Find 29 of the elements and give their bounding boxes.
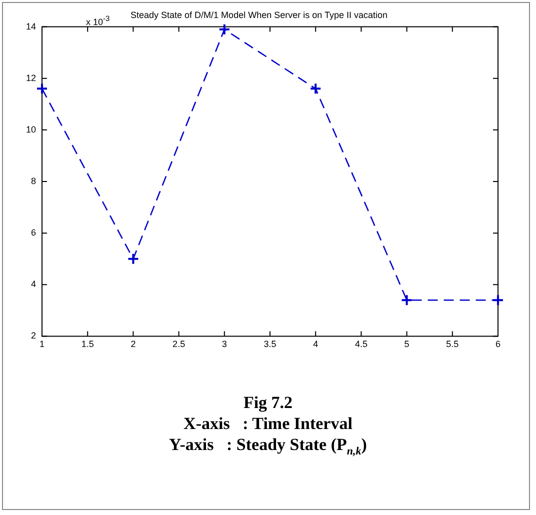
chart-title: Steady State of D/M/1 Model When Server is on Type II vacation — [130, 10, 388, 20]
point — [492, 294, 504, 306]
caption: Fig 7.2 — [242, 392, 294, 413]
text: X-axis : Time Interval — [182, 413, 354, 434]
annotation: x 10$^{-3}$ — [86, 14, 110, 27]
y-tick-label: 2 — [30, 330, 36, 341]
point — [400, 294, 413, 306]
y-tick-label: 12 — [26, 72, 36, 83]
x-tick-label: 5 — [404, 339, 410, 350]
point — [36, 82, 48, 95]
point — [127, 252, 140, 265]
x-tick-label: 2.5 — [172, 339, 186, 350]
x-tick-label: 1 — [40, 339, 45, 350]
x-tick-label: 4.5 — [354, 339, 368, 350]
x-tick-label: 5.5 — [446, 339, 459, 350]
x-tick-label: 6 — [495, 339, 501, 350]
x-tick-label: 3 — [222, 339, 227, 350]
point — [310, 82, 322, 95]
x-tick-label: 3.5 — [264, 339, 276, 350]
y-tick-label: 6 — [30, 228, 36, 238]
y-tick-label: 10 — [26, 124, 36, 134]
x-tick-label: 2 — [130, 339, 136, 350]
text: Y-axis : Steady State (P$_{n,k}$) — [168, 434, 368, 460]
x-tick-label: 1.5 — [81, 339, 94, 350]
y-tick-label: 8 — [30, 176, 36, 186]
y-tick-label: 4 — [30, 279, 36, 290]
y-tick-label: 14 — [26, 21, 36, 32]
point — [218, 23, 230, 36]
x-tick-label: 4 — [313, 339, 318, 350]
